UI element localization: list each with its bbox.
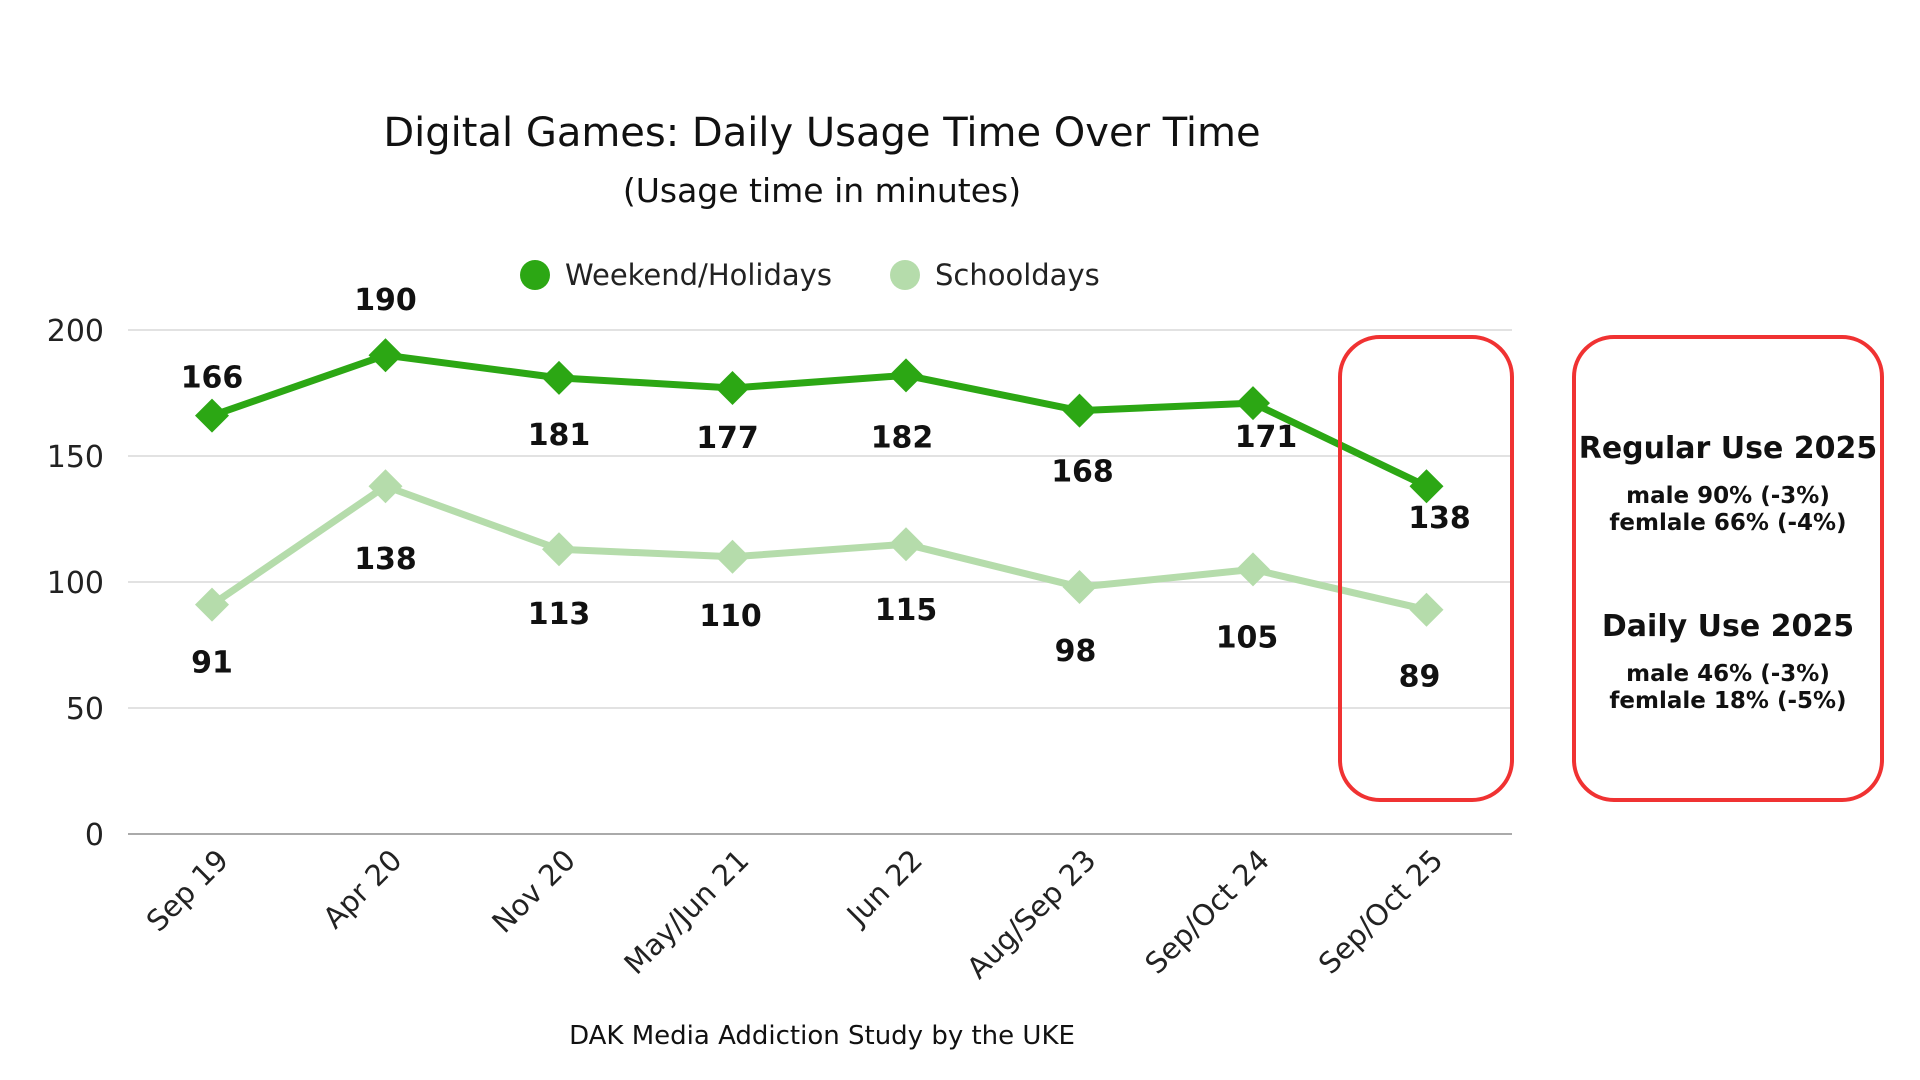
legend-marker: [520, 260, 550, 290]
note-line: male 46% (-3%): [1626, 661, 1830, 687]
note-line: femlale 66% (-4%): [1609, 510, 1846, 536]
note-line: femlale 18% (-5%): [1609, 688, 1846, 714]
gridlines: [128, 329, 1512, 835]
data-label: 182: [871, 420, 934, 455]
data-point: [715, 539, 750, 574]
x-tick-label: Sep/Oct 25: [1312, 843, 1450, 981]
data-label: 166: [181, 361, 244, 396]
x-tick-label: Apr 20: [316, 843, 408, 935]
data-label: 138: [354, 542, 417, 577]
data-label: 89: [1399, 660, 1441, 695]
data-label: 105: [1216, 620, 1279, 655]
y-tick-label: 200: [47, 314, 104, 349]
data-point: [195, 398, 229, 433]
data-point: [1236, 552, 1270, 587]
data-point: [889, 358, 923, 393]
data-label: 113: [528, 597, 591, 632]
data-point: [542, 360, 576, 395]
y-tick-label: 50: [66, 692, 104, 727]
data-point: [368, 338, 403, 373]
notes-frame: [1572, 335, 1884, 802]
data-label: 91: [191, 646, 233, 681]
data-label: 168: [1051, 455, 1114, 490]
data-label: 110: [699, 599, 762, 634]
data-point: [715, 370, 750, 405]
data-point: [368, 469, 403, 504]
y-axis: 0 50 100 150 200: [47, 314, 104, 853]
series-layer: 166 190 181 177 182 168 171 138 91 138 113 110 115 98…: [181, 283, 1471, 695]
data-label: 98: [1055, 634, 1097, 669]
source-note: DAK Media Addiction Study by the UKE: [569, 1021, 1075, 1051]
highlight-layer: [1338, 335, 1514, 802]
y-tick-label: 150: [47, 440, 104, 475]
y-tick-label: 100: [47, 566, 104, 601]
x-tick-label: May/Jun 21: [617, 843, 755, 981]
notes-box: Regular Use 2025 male 90% (-3%)femlale 66…: [1572, 335, 1884, 802]
legend-label: Weekend/Holidays: [565, 258, 832, 292]
data-point: [1236, 386, 1270, 421]
x-tick-label: Jun 22: [839, 843, 929, 933]
data-label: 115: [875, 593, 938, 628]
series-line: [208, 351, 1430, 490]
chart-subtitle: (Usage time in minutes): [623, 171, 1021, 210]
x-tick-label: Sep 19: [140, 843, 235, 938]
legend-label: Schooldays: [935, 258, 1100, 292]
data-point: [1062, 570, 1097, 605]
legend: Weekend/Holidays Schooldays: [520, 258, 1100, 292]
x-tick-label: Nov 20: [485, 843, 582, 940]
note-line: male 90% (-3%): [1626, 483, 1830, 509]
legend-marker: [890, 260, 920, 290]
data-point: [1062, 393, 1097, 428]
data-label: 177: [696, 421, 759, 456]
data-point: [889, 527, 923, 562]
data-label: 181: [528, 418, 591, 453]
note-title: Daily Use 2025: [1602, 609, 1854, 644]
data-point: [1409, 469, 1444, 504]
data-point: [195, 587, 229, 622]
data-label: 171: [1235, 420, 1298, 455]
series-line: [208, 482, 1430, 614]
data-point: [542, 532, 576, 567]
chart-title: Digital Games: Daily Usage Time Over Tim…: [383, 110, 1260, 156]
y-tick-label: 0: [85, 818, 104, 853]
x-axis: Sep 19 Apr 20 Nov 20 May/Jun 21 Jun 22 Aug/Se…: [140, 843, 1450, 985]
data-label: 138: [1408, 501, 1471, 536]
highlight-box: [1338, 335, 1514, 802]
x-tick-label: Aug/Sep 23: [960, 843, 1102, 985]
data-label: 190: [354, 283, 417, 318]
note-title: Regular Use 2025: [1579, 431, 1878, 466]
data-point: [1409, 592, 1444, 627]
x-tick-label: Sep/Oct 24: [1138, 843, 1276, 981]
